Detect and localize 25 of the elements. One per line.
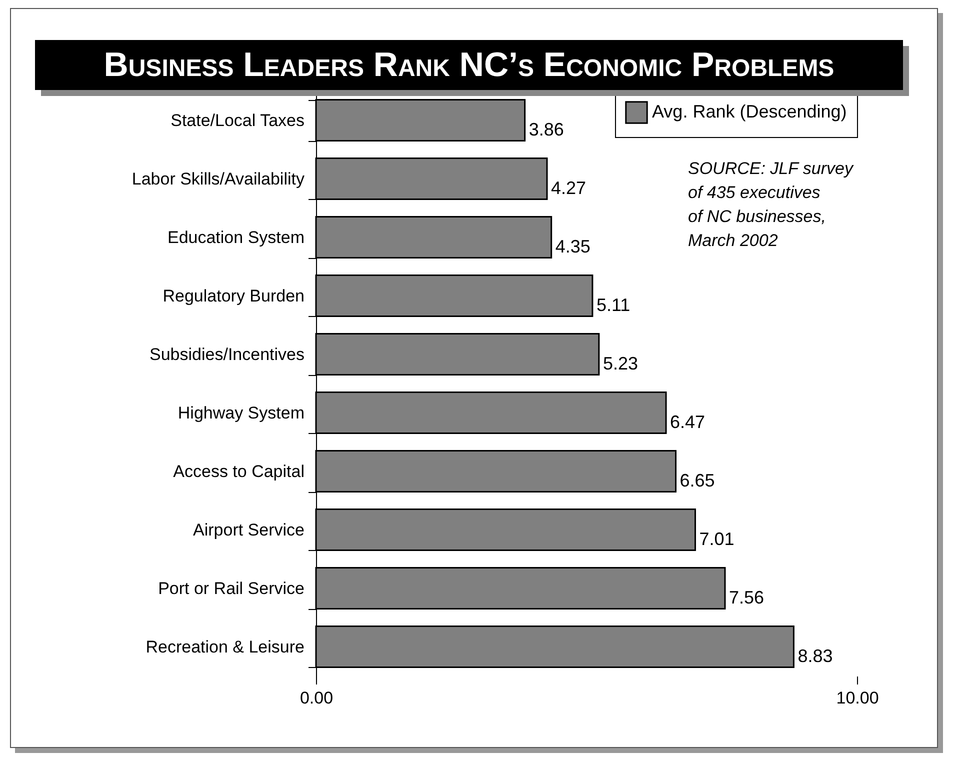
data-label: 5.23: [602, 353, 638, 374]
y-tick-label: Highway System: [178, 403, 304, 422]
data-label: 7.01: [699, 528, 734, 549]
data-label: 7.56: [728, 587, 764, 608]
y-tick-label: Subsidies/Incentives: [150, 344, 304, 364]
x-tick-label: 0.00: [300, 688, 334, 708]
x-tick-label: 10.00: [836, 688, 879, 708]
data-label: 4.35: [555, 236, 590, 256]
data-label: 4.27: [551, 178, 586, 198]
annotation: SOURCE: JLF survey of 435 executives of NC businesses, March 2002: [688, 159, 855, 250]
y-tick-label: Airport Service: [193, 520, 304, 540]
data-label: 6.65: [680, 470, 715, 490]
y-tick-label: Education System: [167, 228, 304, 247]
y-tick-label: State/Local Taxes: [170, 110, 304, 130]
legend-label: Avg. Rank (Descending): [652, 102, 847, 122]
y-tick-label: Port or Rail Service: [158, 578, 304, 598]
y-tick-label: Labor Skills/Availability: [132, 169, 305, 188]
data-label: 3.86: [528, 119, 564, 140]
y-tick-label: Recreation & Leisure: [146, 637, 304, 656]
y-tick-label: Access to Capital: [173, 462, 304, 481]
data-label: 6.47: [670, 412, 706, 432]
data-label: 5.11: [596, 294, 630, 315]
data-label: 8.83: [798, 646, 833, 666]
chart-title: Business Leaders Rank NC’s Economic Problems: [35, 40, 903, 90]
y-tick-label: Regulatory Burden: [162, 286, 304, 306]
